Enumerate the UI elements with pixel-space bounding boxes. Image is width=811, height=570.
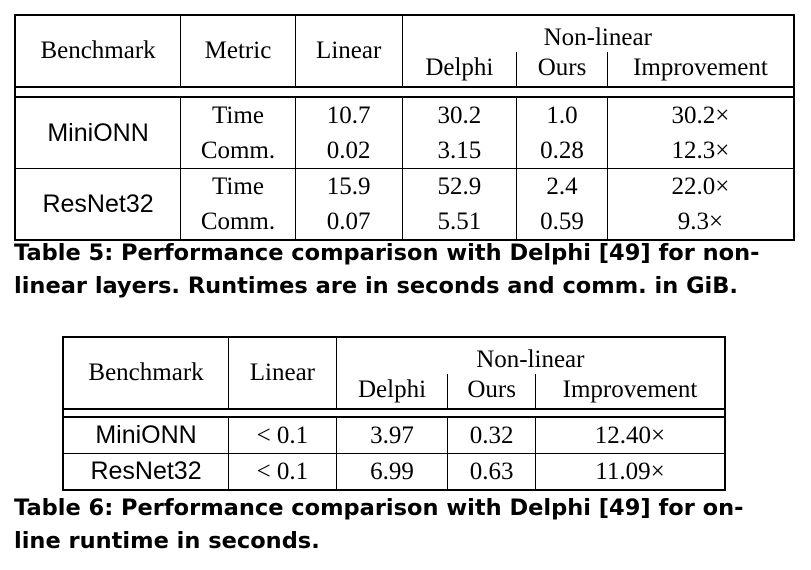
table-6-caption: Table 6: Performance comparison with Del… xyxy=(14,492,804,558)
caption-line: Table 5: Performance comparison with Del… xyxy=(14,240,760,266)
header-improvement: Improvement xyxy=(606,52,794,87)
header-benchmark: Benchmark xyxy=(88,359,204,386)
improvement-cell: 11.09× xyxy=(534,453,725,490)
benchmark-cell: MiniONN xyxy=(95,421,197,449)
ours-cell: 0.28 xyxy=(516,133,608,169)
header-linear: Linear xyxy=(228,337,337,409)
metric-cell: Time xyxy=(180,97,296,133)
improvement-cell: 30.2× xyxy=(606,97,794,133)
metric-cell: Comm. xyxy=(180,133,296,169)
delphi-cell: 52.9 xyxy=(401,168,517,204)
caption-line: Table 6: Performance comparison with Del… xyxy=(14,495,744,521)
table-5: Benchmark Metric Linear Non-linear Delph… xyxy=(14,14,795,241)
benchmark-cell: MiniONN xyxy=(47,118,149,147)
header-delphi: Delphi xyxy=(335,374,448,409)
ours-cell: 1.0 xyxy=(516,97,608,133)
delphi-cell: 3.15 xyxy=(401,133,517,169)
header-separator xyxy=(63,408,725,418)
header-delphi: Delphi xyxy=(401,52,517,87)
metric-cell: Comm. xyxy=(180,204,296,240)
improvement-cell: 12.3× xyxy=(606,133,794,169)
improvement-cell: 12.40× xyxy=(534,417,725,454)
ours-cell: 0.32 xyxy=(447,417,536,454)
caption-line: line runtime in seconds. xyxy=(14,528,320,554)
metric-cell: Time xyxy=(180,168,296,204)
improvement-cell: 9.3× xyxy=(606,204,794,240)
linear-cell: 15.9 xyxy=(294,168,403,204)
ours-cell: 0.59 xyxy=(516,204,608,240)
linear-cell: < 0.1 xyxy=(228,453,337,490)
header-nonlinear: Non-linear xyxy=(335,337,725,374)
delphi-cell: 5.51 xyxy=(401,204,517,240)
delphi-cell: 3.97 xyxy=(335,417,448,454)
table-5-caption: Table 5: Performance comparison with Del… xyxy=(14,237,804,303)
table-6: Benchmark Linear Non-linear Delphi Ours … xyxy=(62,336,726,491)
benchmark-cell: ResNet32 xyxy=(15,168,181,240)
linear-cell: < 0.1 xyxy=(228,417,337,454)
header-nonlinear: Non-linear xyxy=(401,15,794,52)
linear-cell: 0.02 xyxy=(294,133,403,169)
header-separator xyxy=(15,86,794,98)
improvement-cell: 22.0× xyxy=(606,168,794,204)
benchmark-cell: ResNet32 xyxy=(63,453,229,490)
ours-cell: 2.4 xyxy=(516,168,608,204)
header-metric: Metric xyxy=(180,15,296,87)
header-ours: Ours xyxy=(516,52,608,87)
ours-cell: 0.63 xyxy=(447,453,536,490)
delphi-cell: 30.2 xyxy=(401,97,517,133)
header-improvement: Improvement xyxy=(534,374,725,409)
delphi-cell: 6.99 xyxy=(335,453,448,490)
header-ours: Ours xyxy=(447,374,536,409)
caption-line: linear layers. Runtimes are in seconds a… xyxy=(14,273,738,299)
linear-cell: 10.7 xyxy=(294,97,403,133)
linear-cell: 0.07 xyxy=(294,204,403,240)
header-linear: Linear xyxy=(294,15,403,87)
header-benchmark: Benchmark xyxy=(40,37,156,64)
